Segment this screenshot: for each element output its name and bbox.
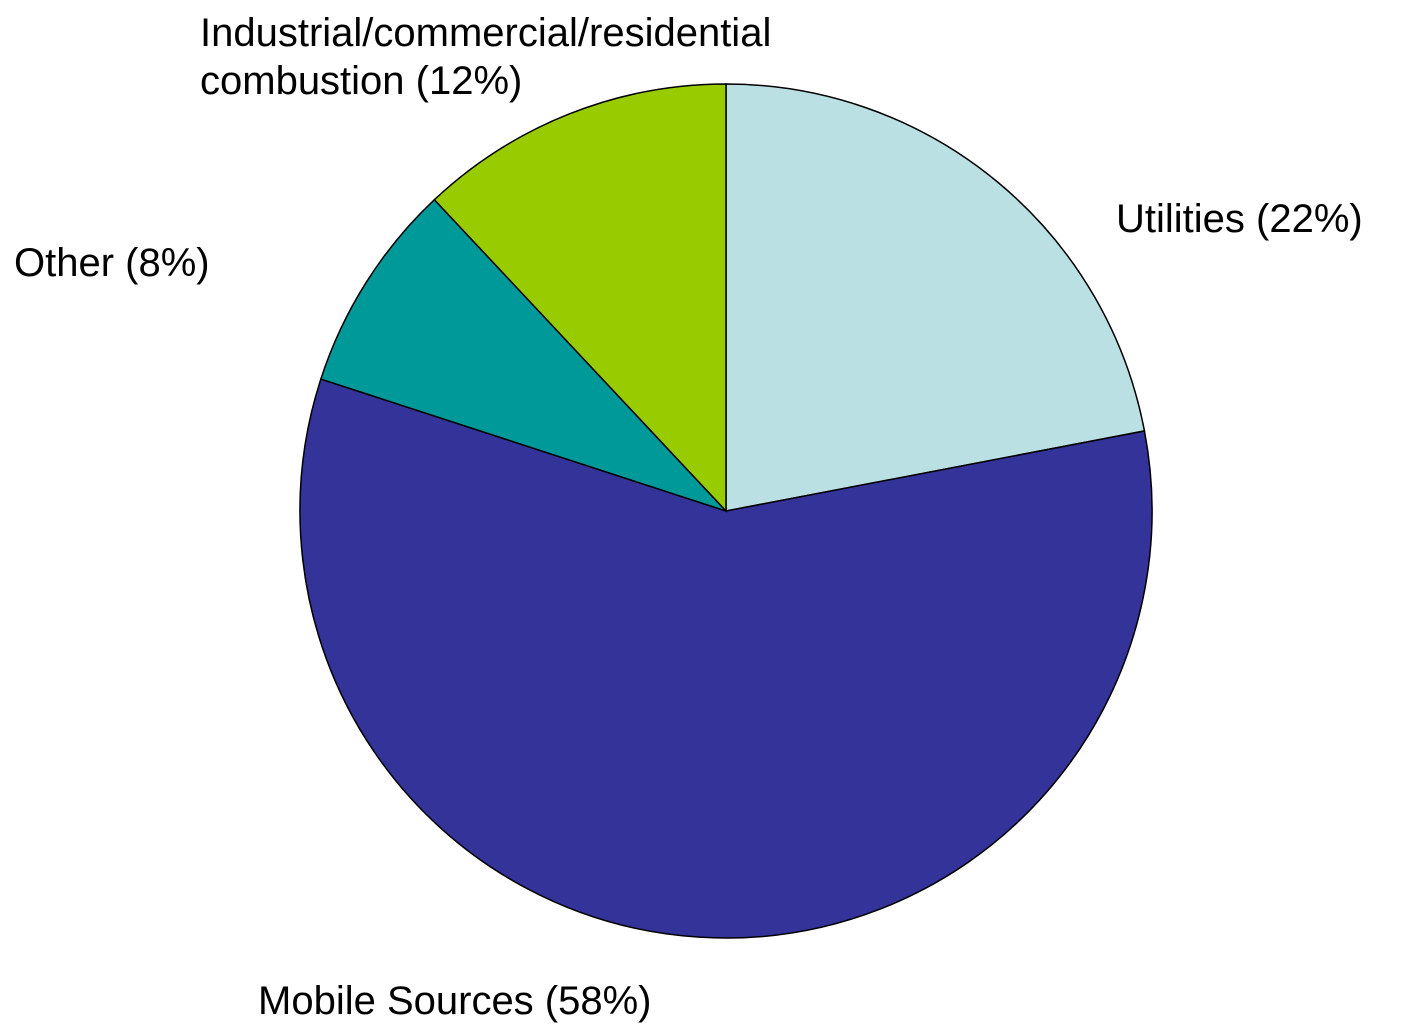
pie-slice — [299, 378, 1153, 939]
slice-label: Utilities (22%) — [1116, 197, 1363, 241]
pie-slice — [319, 198, 727, 512]
pie-slice — [725, 83, 1146, 512]
slice-label: Mobile Sources (58%) — [258, 979, 652, 1023]
slice-label-line: Mobile Sources (58%) — [258, 979, 652, 1023]
pie-slice — [433, 83, 727, 513]
slice-label-line: Utilities (22%) — [1116, 197, 1363, 241]
pie-labels: Utilities (22%) Mobile Sources (58%) Other… — [14, 11, 1363, 1023]
pie-slices — [299, 83, 1153, 939]
slice-label: Industrial/commercial/residential combust… — [200, 11, 771, 103]
slice-label-line: Other (8%) — [14, 241, 210, 285]
slice-label-line: combustion (12%) — [200, 59, 522, 103]
slice-label: Other (8%) — [14, 241, 210, 285]
slice-label-line: Industrial/commercial/residential — [200, 11, 771, 55]
